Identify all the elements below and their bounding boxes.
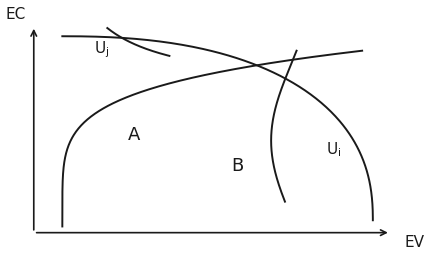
- Text: A: A: [127, 126, 140, 144]
- Text: EV: EV: [404, 235, 424, 251]
- Text: $\mathregular{U_i}$: $\mathregular{U_i}$: [325, 141, 341, 159]
- Text: $\mathregular{U_j}$: $\mathregular{U_j}$: [94, 39, 109, 60]
- Text: B: B: [230, 158, 243, 176]
- Text: EC: EC: [6, 7, 26, 22]
